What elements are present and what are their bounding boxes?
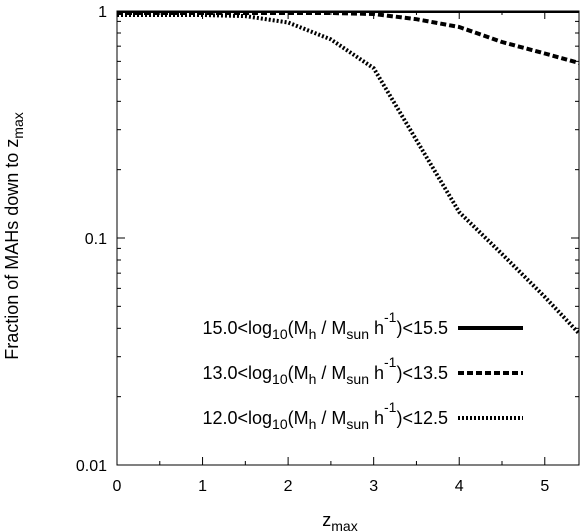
legend-text: (M [288, 408, 309, 428]
legend-subscript: h [309, 371, 317, 387]
x-tick-label: 4 [455, 478, 464, 495]
series-13-0-13-5-line [117, 11, 579, 65]
x-axis-title: zmax [322, 510, 357, 532]
y-tick-label: 1 [98, 4, 107, 21]
legend-label: 13.0<log10(Mh / Msun h-1)<13.5 [202, 354, 448, 387]
x-tick-label: 5 [540, 478, 549, 495]
x-tick-label: 1 [198, 478, 207, 495]
legend-text: 15.0<log [202, 318, 272, 338]
plot-frame [116, 10, 580, 466]
legend-text: )<12.5 [396, 408, 448, 428]
legend-text: / M [316, 363, 346, 383]
series-lines [117, 11, 579, 335]
legend-subscript: 10 [272, 416, 288, 432]
legend-text: 13.0<log [202, 363, 272, 383]
x-axis-title-base: z [322, 510, 331, 530]
legend-superscript: -1 [384, 399, 397, 415]
legend-label: 12.0<log10(Mh / Msun h-1)<12.5 [202, 399, 448, 432]
legend-text: / M [316, 318, 346, 338]
legend-subscript: sun [346, 371, 369, 387]
legend-text: h [369, 318, 384, 338]
legend-text: h [369, 363, 384, 383]
x-axis-title-sub: max [331, 518, 357, 532]
y-axis-title-main: Fraction of MAHs down to z [2, 139, 22, 360]
y-axis-title: Fraction of MAHs down to zmax [2, 112, 26, 360]
x-tick-label: 0 [113, 478, 122, 495]
legend-text: h [369, 408, 384, 428]
legend-text: 12.0<log [202, 408, 272, 428]
legend-text: (M [288, 318, 309, 338]
legend-subscript: h [309, 326, 317, 342]
y-tick-label: 0.01 [76, 458, 107, 475]
y-tick-label: 0.1 [85, 231, 107, 248]
series-12-0-12-5-line [117, 13, 579, 335]
legend-superscript: -1 [384, 309, 397, 325]
legend-subscript: sun [346, 416, 369, 432]
x-tick-label: 2 [284, 478, 293, 495]
legend-text: )<15.5 [396, 318, 448, 338]
legend-superscript: -1 [384, 354, 397, 370]
legend-subscript: h [309, 416, 317, 432]
legend-text: / M [316, 408, 346, 428]
legend-subscript: 10 [272, 326, 288, 342]
legend-subscript: sun [346, 326, 369, 342]
y-axis-title-sub: max [10, 112, 26, 138]
legend-subscript: 10 [272, 371, 288, 387]
legend-text: (M [288, 363, 309, 383]
legend-label: 15.0<log10(Mh / Msun h-1)<15.5 [202, 309, 448, 342]
x-tick-label: 3 [369, 478, 378, 495]
legend-text: )<13.5 [396, 363, 448, 383]
legend: 15.0<log10(Mh / Msun h-1)<15.513.0<log10… [202, 309, 523, 432]
